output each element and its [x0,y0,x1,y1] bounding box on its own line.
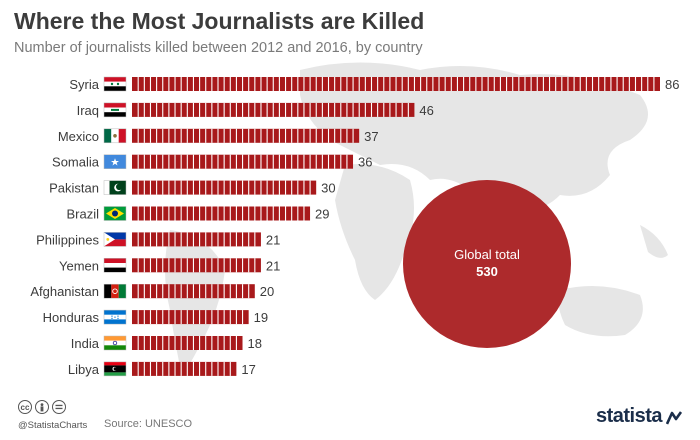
attribution-icon [35,400,49,414]
bar-row: India 18 [71,335,262,351]
global-total-bubble: Global total 530 [403,180,571,348]
value-label: 21 [266,232,280,247]
bar-row: Mexico 37 [58,128,379,144]
statista-logo[interactable]: statista [595,405,663,427]
value-label: 37 [364,129,378,144]
bar-row: Yemen 21 [59,258,280,273]
global-total-value: 530 [476,264,498,279]
bar-row: Afghanistan 20 [30,283,274,299]
honduras-flag-icon [103,309,127,325]
chart-subtitle: Number of journalists killed between 201… [14,40,423,56]
twitter-handle[interactable]: @StatistaCharts [18,420,88,431]
bar-row: Libya 17 [68,361,256,377]
value-label: 17 [241,362,255,377]
category-label: Yemen [59,258,99,273]
category-label: Brazil [66,207,99,222]
value-label: 21 [266,258,280,273]
category-label: Syria [69,77,99,92]
bar [132,284,255,299]
syria-flag-icon [103,76,127,92]
bar-row: Iraq 46 [77,102,434,118]
brazil-flag-icon [103,206,127,221]
statista-logo-mark-icon [666,411,682,425]
cc-icon: cc [18,400,32,414]
global-total-circle [403,180,571,348]
no-derivatives-icon [52,400,66,414]
value-label: 46 [419,103,433,118]
value-label: 19 [254,310,268,325]
category-label: Mexico [58,129,99,144]
category-label: Afghanistan [30,284,99,299]
bar [132,232,261,247]
iraq-flag-icon [103,102,127,118]
bar-row: Somalia 36 [52,154,372,170]
bar-row: Brazil 29 [66,206,330,222]
somalia-flag-icon [103,154,127,169]
value-label: 29 [315,207,329,222]
footer: cc @StatistaCharts Source: UNESCO statis… [14,398,686,434]
bar [132,154,354,169]
bar [132,310,249,325]
chart-title: Where the Most Journalists are Killed [14,8,425,34]
category-label: Libya [68,362,100,377]
bar [132,128,360,143]
bar-row: Pakistan 30 [49,180,336,196]
bar [132,258,261,273]
philippines-flag-icon [103,232,127,247]
category-label: Somalia [52,155,100,170]
global-total-label: Global total [454,247,520,262]
bar [132,206,311,221]
bar-row: Honduras 19 [43,309,268,325]
bar [132,102,415,117]
bar-row: Syria 86 [69,76,679,92]
category-label: Pakistan [49,181,99,196]
bar [132,180,317,195]
value-label: 86 [665,77,679,92]
value-label: 18 [248,336,262,351]
value-label: 36 [358,155,372,170]
license-icons: cc [18,400,66,414]
bar [132,77,660,91]
value-label: 30 [321,181,335,196]
mexico-flag-icon [103,128,127,144]
category-label: Iraq [77,103,99,118]
libya-flag-icon [103,361,127,377]
yemen-flag-icon [103,258,127,273]
source-note: Source: UNESCO [104,418,193,430]
value-label: 20 [260,284,274,299]
pakistan-flag-icon [103,180,127,195]
afghanistan-flag-icon [103,283,127,299]
bar [132,336,243,350]
india-flag-icon [103,335,127,351]
category-label: Philippines [36,232,99,247]
category-label: Honduras [43,310,100,325]
category-label: India [71,336,100,351]
bar-row: Philippines 21 [36,232,280,247]
bar [132,361,237,376]
